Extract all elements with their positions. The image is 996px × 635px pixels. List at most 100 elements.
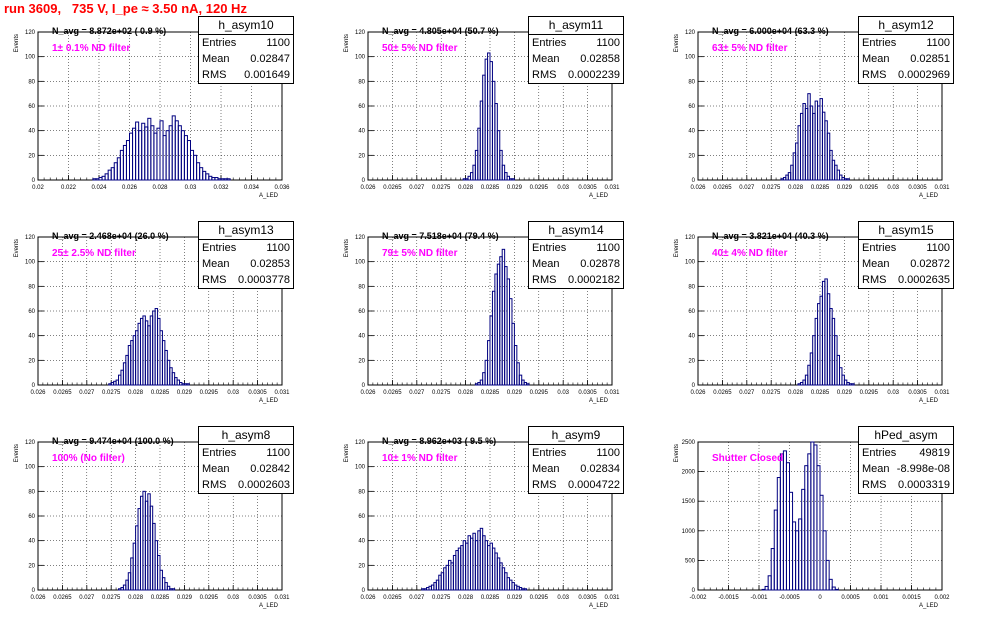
- y-tick-label: 100: [25, 465, 36, 471]
- x-tick-label: 0.0305: [908, 390, 927, 396]
- stats-value: 1100: [926, 37, 950, 49]
- stats-row-rms: RMS 0.0004722: [529, 477, 623, 493]
- histogram-bin: [846, 178, 850, 181]
- navg-label: N_avg = 6.000e+04 (63.3 %): [712, 26, 829, 36]
- stats-value: 0.0003319: [898, 479, 950, 491]
- x-tick-label: 0.0275: [102, 595, 121, 601]
- stats-label: RMS: [532, 69, 557, 81]
- filter-annotation: 100% (No filter): [52, 453, 125, 464]
- histogram-pad-h_asym15: 0.026 0.0265 0.027 0.0275 0.028 0.0285 0.029 0.…: [660, 221, 982, 430]
- stats-row-mean: Mean 0.02847: [199, 51, 293, 67]
- y-tick-label: 120: [25, 440, 36, 446]
- x-tick-label: 0.0275: [432, 595, 451, 601]
- stats-box: h_asym12 Entries 1100 Mean 0.02851 RMS 0.00029…: [858, 16, 954, 84]
- histogram-bin: [511, 178, 515, 181]
- stats-label: Entries: [862, 447, 897, 459]
- x-tick-label: 0.0295: [530, 185, 549, 191]
- x-tick-label: 0.028: [128, 595, 144, 601]
- x-tick-label: 0.0285: [151, 595, 170, 601]
- y-tick-label: 120: [685, 235, 696, 241]
- histogram-name: h_asym14: [529, 222, 623, 240]
- stats-box: h_asym15 Entries 1100 Mean 0.02872 RMS 0.00026…: [858, 221, 954, 289]
- stats-row-rms: RMS 0.0003778: [199, 272, 293, 288]
- y-tick-label: 40: [28, 334, 35, 340]
- stats-row-entries: Entries 1100: [199, 35, 293, 51]
- x-tick-label: 0.0295: [530, 595, 549, 601]
- x-tick-label: 0.028: [788, 390, 804, 396]
- stats-value: 1100: [596, 447, 620, 459]
- x-tick-label: 0.022: [61, 185, 77, 191]
- x-tick-label: 0.0305: [248, 595, 267, 601]
- stats-label: Mean: [862, 258, 890, 270]
- x-tick-label: 0.028: [128, 390, 144, 396]
- x-tick-label: 0.0295: [860, 185, 879, 191]
- x-tick-label: 0.028: [458, 390, 474, 396]
- x-tick-label: 0.0265: [53, 390, 72, 396]
- y-tick-label: 60: [28, 104, 35, 110]
- stats-value: 0.02847: [250, 53, 290, 65]
- stats-row-rms: RMS 0.0002635: [859, 272, 953, 288]
- filter-annotation: 1± 0.1% ND filter: [52, 43, 131, 54]
- x-tick-label: 0.027: [79, 595, 95, 601]
- navg-label: N_avg = 9.474e+04 (100.0 %): [52, 436, 174, 446]
- histogram-plot: 0.026 0.0265 0.027 0.0275 0.028 0.0285 0.029 0.…: [344, 235, 620, 404]
- x-axis-title: A_LED: [589, 193, 609, 199]
- x-tick-label: 0.029: [177, 390, 193, 396]
- x-tick-label: 0.001: [873, 595, 889, 601]
- stats-row-entries: Entries 1100: [529, 445, 623, 461]
- x-tick-label: 0.03: [227, 595, 239, 601]
- stats-row-rms: RMS 0.0002182: [529, 272, 623, 288]
- stats-value: 1100: [596, 242, 620, 254]
- y-tick-label: 40: [688, 334, 695, 340]
- histogram-name: h_asym13: [199, 222, 293, 240]
- y-tick-label: 20: [688, 153, 695, 159]
- stats-label: Mean: [532, 463, 560, 475]
- y-axis-title: Events: [674, 239, 680, 257]
- stats-value: 0.0002969: [898, 69, 950, 81]
- x-tick-label: 0.0275: [762, 185, 781, 191]
- y-axis-title: Events: [344, 239, 350, 257]
- histogram-name: h_asym8: [199, 427, 293, 445]
- stats-label: Mean: [862, 53, 890, 65]
- x-tick-label: 0.027: [739, 390, 755, 396]
- stats-value: 0.02851: [910, 53, 950, 65]
- stats-value: 0.02872: [910, 258, 950, 270]
- x-tick-label: 0.0285: [811, 390, 830, 396]
- x-tick-label: 0.031: [604, 185, 620, 191]
- stats-row-rms: RMS 0.0002969: [859, 67, 953, 83]
- stats-box: h_asym10 Entries 1100 Mean 0.02847 RMS 0.00164…: [198, 16, 294, 84]
- stats-row-rms: RMS 0.0002239: [529, 67, 623, 83]
- histogram-name: h_asym12: [859, 17, 953, 35]
- y-tick-label: 120: [355, 235, 366, 241]
- x-tick-label: 0.031: [274, 595, 290, 601]
- x-tick-label: 0.0265: [713, 390, 732, 396]
- x-tick-label: 0.029: [177, 595, 193, 601]
- y-tick-label: 40: [28, 129, 35, 135]
- x-tick-label: 0.03: [557, 390, 569, 396]
- histogram-bin: [171, 588, 176, 591]
- x-tick-label: 0.028: [152, 185, 168, 191]
- y-tick-label: 80: [358, 79, 365, 85]
- x-tick-label: 0.027: [409, 595, 425, 601]
- histogram-name: h_asym10: [199, 17, 293, 35]
- y-tick-label: 0: [32, 588, 36, 594]
- x-tick-label: 0.0295: [200, 595, 219, 601]
- y-tick-label: 60: [688, 309, 695, 315]
- x-tick-label: 0.0265: [53, 595, 72, 601]
- x-tick-label: 0.03: [887, 185, 899, 191]
- x-tick-label: 0.03: [557, 185, 569, 191]
- filter-annotation: 50± 5% ND filter: [382, 43, 458, 54]
- x-tick-label: 0.029: [507, 390, 523, 396]
- x-tick-label: 0.0285: [811, 185, 830, 191]
- navg-label: N_avg = 8.962e+03 ( 9.5 %): [382, 436, 497, 446]
- stats-value: 1100: [596, 37, 620, 49]
- x-tick-label: 0.027: [409, 390, 425, 396]
- x-tick-label: 0.0305: [248, 390, 267, 396]
- stats-row-mean: Mean 0.02851: [859, 51, 953, 67]
- y-tick-label: 60: [688, 104, 695, 110]
- stats-row-mean: Mean -8.998e-08: [859, 461, 953, 477]
- stats-label: Entries: [202, 447, 237, 459]
- x-axis-title: A_LED: [589, 398, 609, 404]
- histogram-bin: [526, 383, 530, 386]
- histogram-pad-h_asym10: 0.02 0.022 0.024 0.026 0.028 0.03 0.032 0.034 0.…: [0, 16, 322, 225]
